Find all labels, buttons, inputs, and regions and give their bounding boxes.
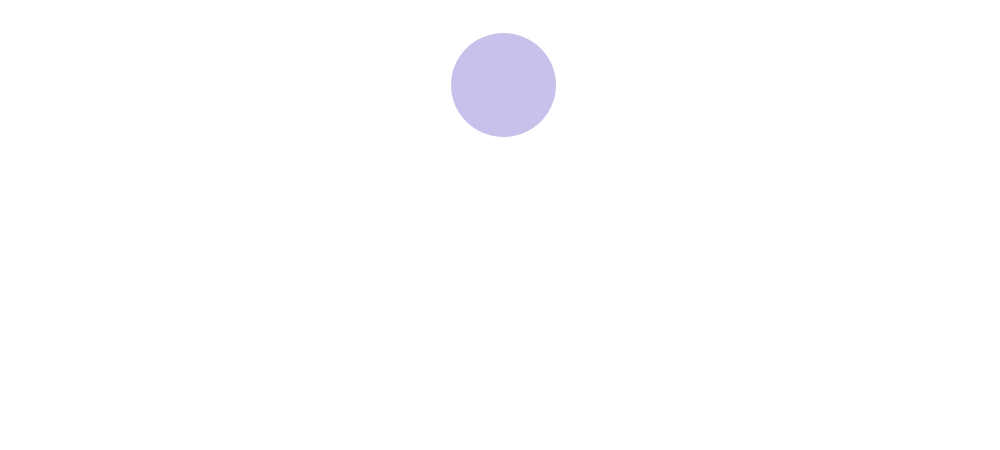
lavender-circle [451,33,556,137]
